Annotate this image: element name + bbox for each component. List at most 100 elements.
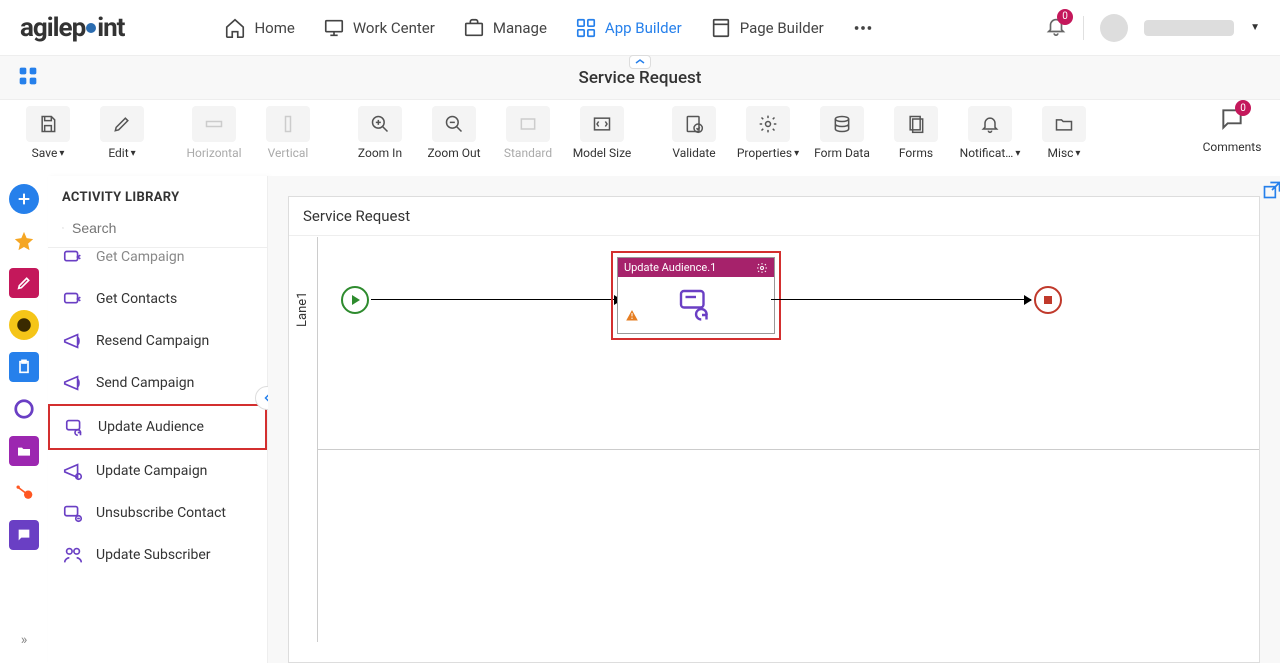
save-icon: [38, 114, 58, 134]
list-item[interactable]: Resend Campaign: [48, 320, 267, 362]
rail-mailchimp[interactable]: [9, 310, 39, 340]
rail-clipboard[interactable]: [9, 352, 39, 382]
nav-home[interactable]: Home: [224, 17, 294, 39]
activity-icon: [62, 288, 84, 310]
model-size-button[interactable]: Model Size: [568, 106, 636, 160]
home-icon: [224, 17, 246, 39]
pencil-icon: [16, 275, 32, 291]
username[interactable]: [1144, 20, 1234, 36]
nav-page-builder[interactable]: Page Builder: [710, 17, 824, 39]
edit-button[interactable]: Edit ▾: [88, 106, 156, 160]
nav-app-builder[interactable]: App Builder: [575, 17, 682, 39]
nav-items: Home Work Center Manage App Builder Page…: [224, 17, 873, 39]
comments-button[interactable]: 0 Comments: [1198, 106, 1266, 154]
warning-icon: [624, 307, 640, 327]
chevron-down-icon: ▾: [1075, 148, 1080, 159]
list-item[interactable]: Get Contacts: [48, 278, 267, 320]
misc-button[interactable]: Misc ▾: [1030, 106, 1098, 160]
nav-manage[interactable]: Manage: [463, 17, 547, 39]
rail-edit[interactable]: [9, 268, 39, 298]
users-refresh-icon: [62, 544, 84, 566]
rail-favorites[interactable]: [9, 226, 39, 256]
list-item[interactable]: Update Subscriber: [48, 534, 267, 576]
bell-icon: [980, 114, 1000, 134]
comments-badge: 0: [1235, 100, 1251, 116]
separator: [1083, 16, 1084, 40]
chevron-up-icon: [635, 58, 645, 66]
forms-icon: [906, 114, 926, 134]
zoom-in-button[interactable]: Zoom In: [346, 106, 414, 160]
briefcase-icon: [463, 17, 485, 39]
canvas[interactable]: Service Request Lane1 Update Audience.1: [288, 196, 1260, 663]
forms-button[interactable]: Forms: [882, 106, 950, 160]
canvas-expand[interactable]: [1262, 180, 1280, 204]
form-data-button[interactable]: Form Data: [808, 106, 876, 160]
rail-expand[interactable]: »: [9, 625, 39, 655]
notifications-badge: 0: [1057, 9, 1073, 25]
nav-home-label: Home: [254, 19, 294, 37]
card-refresh-icon: [678, 285, 714, 325]
notifications-button[interactable]: 0: [1045, 15, 1067, 41]
list-item[interactable]: Send Campaign: [48, 362, 267, 404]
megaphone-icon: [62, 372, 84, 394]
search-icon: [62, 219, 64, 237]
list-item[interactable]: Unsubscribe Contact: [48, 492, 267, 534]
popout-icon: [1262, 180, 1280, 200]
avatar[interactable]: [1100, 14, 1128, 42]
folder-icon: [16, 443, 32, 459]
properties-button[interactable]: Properties ▾: [734, 106, 802, 160]
save-button[interactable]: Save ▾: [14, 106, 82, 160]
activity-library: ACTIVITY LIBRARY Get Campaign Get Contac…: [48, 176, 268, 663]
main: » ACTIVITY LIBRARY Get Campaign Get Cont…: [0, 176, 1280, 663]
nav-more[interactable]: [852, 17, 874, 39]
rail-add[interactable]: [9, 184, 39, 214]
library-search[interactable]: [48, 215, 267, 248]
zoom-out-button[interactable]: Zoom Out: [420, 106, 488, 160]
grid-toggle[interactable]: [18, 66, 38, 90]
search-input[interactable]: [72, 220, 253, 236]
activity-node[interactable]: Update Audience.1: [611, 251, 781, 340]
list-item[interactable]: Update Campaign: [48, 450, 267, 492]
notifications-tool-button[interactable]: Notificat… ▾: [956, 106, 1024, 160]
standard-button[interactable]: Standard: [494, 106, 562, 160]
pencil-icon: [112, 114, 132, 134]
lane-label: Lane1: [295, 292, 310, 327]
vertical-icon: [278, 114, 298, 134]
stop-icon: [1044, 296, 1052, 304]
folder-icon: [1054, 114, 1074, 134]
nav-manage-label: Manage: [493, 19, 547, 37]
rail-chat[interactable]: [9, 520, 39, 550]
nav-work-center[interactable]: Work Center: [323, 17, 435, 39]
chevron-down-icon: ▾: [131, 148, 136, 159]
chevron-down-icon[interactable]: ▼: [1250, 22, 1260, 33]
chevron-down-icon: ▾: [794, 148, 799, 159]
library-list: Get Campaign Get Contacts Resend Campaig…: [48, 248, 267, 663]
horizontal-button[interactable]: Horizontal: [180, 106, 248, 160]
library-header: ACTIVITY LIBRARY: [48, 176, 267, 215]
canvas-wrap: Service Request Lane1 Update Audience.1: [268, 176, 1280, 663]
nav-right: 0 ▼: [1045, 14, 1260, 42]
grid-icon: [18, 66, 38, 86]
vertical-button[interactable]: Vertical: [254, 106, 322, 160]
play-icon: [352, 295, 360, 305]
rail-hubspot[interactable]: [9, 478, 39, 508]
list-item-update-audience[interactable]: Update Audience: [48, 404, 267, 450]
rail-analytics[interactable]: [9, 394, 39, 424]
arrow-icon: [1024, 295, 1032, 305]
page-title: Service Request: [579, 68, 702, 88]
rail-folder[interactable]: [9, 436, 39, 466]
gear-icon[interactable]: [756, 262, 768, 274]
nav-app-builder-label: App Builder: [605, 19, 682, 37]
collapse-titlebar[interactable]: [629, 55, 651, 69]
lane-divider-h: [317, 449, 1259, 450]
start-node[interactable]: [341, 286, 369, 314]
standard-icon: [518, 114, 538, 134]
list-item[interactable]: Get Campaign: [48, 248, 267, 278]
logo: agilepint: [20, 13, 124, 43]
nav-work-center-label: Work Center: [353, 19, 435, 37]
validate-button[interactable]: Validate: [660, 106, 728, 160]
gear-icon: [758, 114, 778, 134]
activity-icon: [62, 248, 84, 268]
end-node[interactable]: [1034, 286, 1062, 314]
chevron-down-icon: ▾: [1015, 148, 1020, 159]
